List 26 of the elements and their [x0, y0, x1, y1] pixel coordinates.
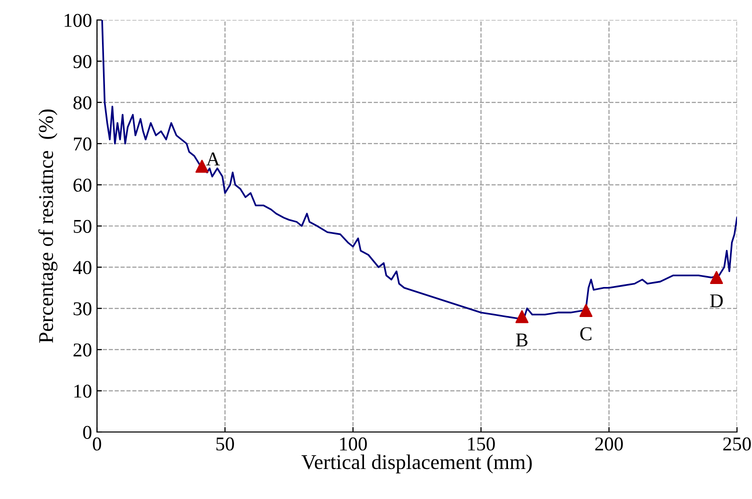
annotation: C [580, 327, 592, 340]
x-tick-label: 100 [340, 437, 367, 451]
annotation: A [206, 152, 220, 166]
y-axis-title: Percentage of resiatnce (%) [38, 110, 58, 343]
x-tick-label: 250 [723, 437, 751, 451]
point [515, 310, 528, 324]
y-tick-label: 0 [83, 426, 92, 439]
y-tick-label: 100 [64, 14, 92, 27]
y-tick-label: 30 [74, 302, 92, 316]
y-tick-label: 80 [73, 96, 92, 110]
x-tick-label: 150 [468, 437, 495, 451]
y-tick-label: 50 [74, 220, 92, 233]
y-tick-label: 70 [74, 137, 92, 151]
y-tick-label: 40 [73, 261, 92, 274]
y-tick-label: 90 [73, 55, 92, 68]
point [710, 270, 724, 284]
point [579, 304, 592, 317]
x-tick-label: 50 [216, 437, 234, 451]
annotation: B [516, 334, 528, 346]
annotation: D [710, 294, 723, 308]
x-tick-label: 200 [595, 437, 623, 451]
y-tick-label: 10 [74, 384, 92, 398]
y-tick-label: 20 [74, 343, 92, 357]
x-axis-title: Vertical displacement (mm) [302, 454, 532, 474]
x-tick-label: 0 [92, 437, 102, 451]
y-tick-label: 60 [74, 178, 92, 192]
